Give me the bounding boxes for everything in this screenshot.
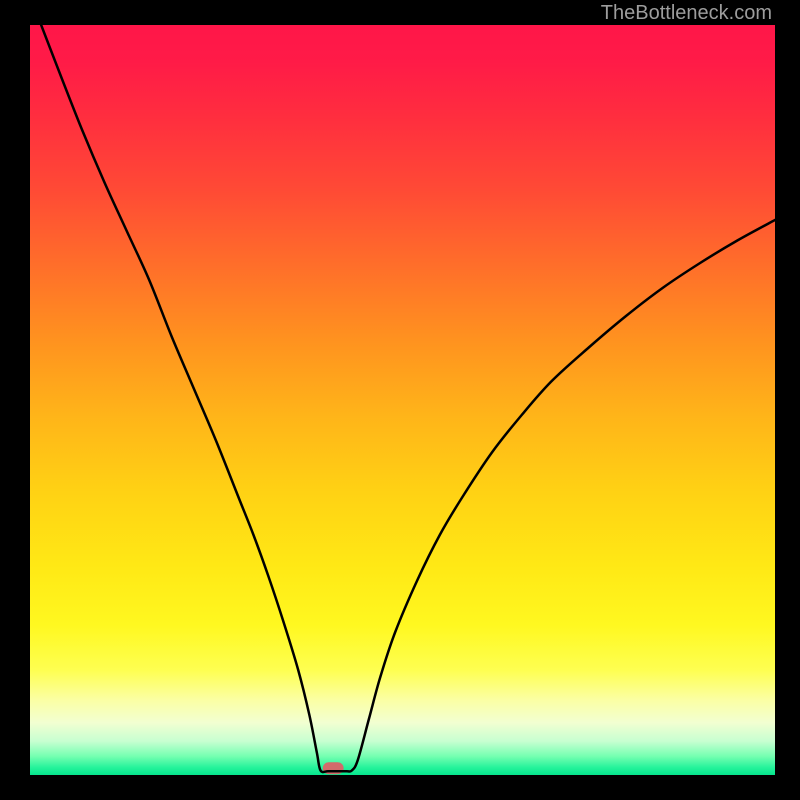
plot-area <box>30 25 775 775</box>
plot-svg <box>30 25 775 775</box>
chart-stage: TheBottleneck.com <box>0 0 800 800</box>
gradient-background <box>30 25 775 775</box>
watermark-text: TheBottleneck.com <box>601 2 772 25</box>
